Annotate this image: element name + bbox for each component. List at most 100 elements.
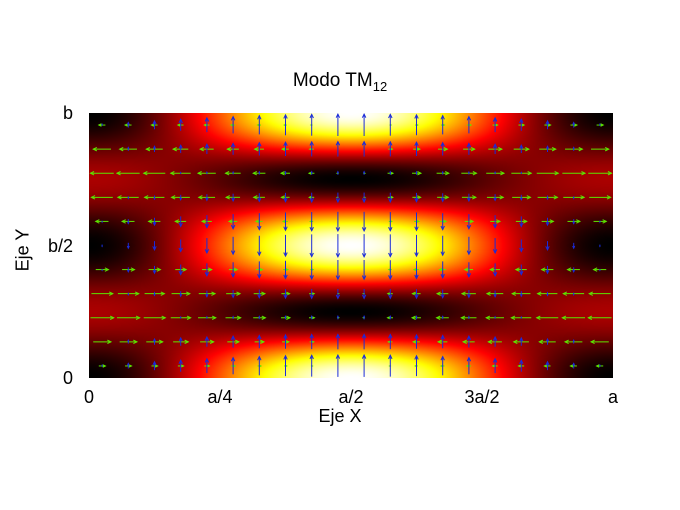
- field-vector-y: [361, 211, 367, 233]
- field-vector-y: [520, 315, 523, 319]
- field-vector-y: [230, 262, 236, 279]
- field-vector-y: [494, 171, 496, 175]
- field-vector-y: [389, 315, 392, 320]
- field-vector-y: [492, 335, 498, 347]
- field-vector-y: [101, 244, 103, 248]
- field-vector-y: [572, 242, 576, 250]
- field-vector-y: [126, 362, 130, 369]
- field-vector-y: [126, 121, 130, 128]
- field-vector-y: [572, 219, 576, 225]
- field-vector-y: [388, 289, 393, 300]
- field-vector-y: [363, 314, 366, 320]
- field-vector-y: [257, 141, 262, 156]
- field-vector-y: [204, 215, 210, 229]
- field-vector-x: [143, 315, 167, 320]
- field-vector-y: [441, 315, 444, 320]
- field-vector-y: [440, 235, 445, 257]
- field-vector-y: [335, 288, 341, 300]
- field-vector-y: [283, 212, 288, 232]
- field-vector-y: [178, 216, 183, 228]
- field-vector-y: [599, 123, 601, 126]
- field-vector-y: [179, 315, 182, 319]
- field-vector-x: [587, 315, 612, 320]
- field-vector-y: [230, 335, 236, 348]
- field-vector-x: [562, 171, 587, 176]
- field-vector-y: [361, 333, 367, 350]
- field-vector-y: [309, 140, 314, 157]
- field-vector-y: [388, 192, 393, 204]
- field-vector-y: [309, 333, 314, 350]
- field-vector-y: [153, 291, 156, 297]
- field-vector-y: [414, 333, 419, 349]
- field-vector-y: [336, 170, 339, 175]
- field-vector-y: [205, 194, 209, 202]
- field-vector-y: [361, 140, 367, 157]
- field-vector-y: [257, 289, 262, 299]
- field-vector-y: [388, 260, 393, 281]
- field-vector-y: [519, 239, 524, 253]
- field-vector-y: [388, 333, 393, 350]
- field-vector-y: [126, 242, 130, 250]
- field-vector-x: [90, 195, 113, 200]
- field-vector-y: [415, 170, 418, 175]
- field-vector-y: [152, 145, 157, 153]
- field-vector-y: [519, 359, 524, 372]
- field-vector-y: [204, 238, 210, 255]
- field-vector-y: [101, 220, 103, 224]
- field-vector-y: [572, 267, 576, 273]
- field-vector-y: [441, 170, 444, 175]
- field-vector-x: [536, 171, 560, 176]
- field-vector-x: [588, 171, 613, 176]
- field-vector-x: [588, 291, 611, 296]
- field-vector-y: [440, 141, 445, 156]
- field-vector-y: [309, 354, 314, 377]
- field-vector-y: [257, 261, 262, 279]
- field-vector-y: [388, 354, 393, 377]
- field-vector-y: [466, 335, 472, 348]
- field-vector-y: [492, 143, 498, 155]
- field-vector-y: [204, 143, 210, 155]
- field-vector-y: [414, 212, 419, 232]
- field-vector-y: [599, 244, 601, 248]
- field-vector-y: [257, 355, 262, 376]
- field-vector-y: [101, 268, 103, 272]
- field-vector-y: [206, 315, 208, 319]
- field-vector-y: [257, 213, 262, 231]
- field-vector-y: [440, 355, 445, 376]
- field-vector-y: [335, 140, 341, 157]
- field-vector-y: [545, 119, 550, 130]
- y-tick-label: 0: [62, 368, 73, 388]
- field-vector-y: [335, 353, 341, 377]
- field-vector-y: [599, 363, 601, 367]
- field-vector-x: [589, 339, 609, 345]
- field-vector-y: [101, 123, 103, 126]
- field-vector-y: [152, 265, 157, 275]
- field-vector-y: [519, 194, 523, 201]
- field-vector-x: [93, 339, 113, 345]
- field-vector-y: [388, 234, 393, 258]
- field-vector-y: [572, 292, 575, 296]
- field-vector-y: [466, 262, 472, 279]
- field-vector-y: [546, 291, 549, 297]
- field-vector-y: [283, 354, 288, 377]
- x-tick-label: a: [607, 387, 619, 407]
- field-vector-y: [361, 353, 367, 377]
- field-vector-y: [204, 357, 210, 374]
- x-tick-label: 0: [83, 387, 95, 407]
- field-vector-y: [492, 357, 498, 374]
- field-vector-y: [258, 315, 261, 320]
- field-vector-y: [361, 112, 367, 136]
- field-vector-y: [283, 113, 288, 136]
- field-vector-y: [178, 239, 183, 253]
- field-vector-y: [389, 170, 392, 175]
- field-vector-x: [535, 315, 559, 320]
- field-vector-y: [204, 263, 210, 277]
- field-vector-y: [152, 337, 157, 345]
- field-vector-y: [283, 289, 288, 300]
- field-vector-y: [230, 236, 236, 256]
- field-vector-y: [572, 362, 576, 369]
- field-vector-y: [363, 170, 366, 175]
- field-vector-y: [545, 217, 550, 227]
- field-vector-y: [414, 192, 419, 203]
